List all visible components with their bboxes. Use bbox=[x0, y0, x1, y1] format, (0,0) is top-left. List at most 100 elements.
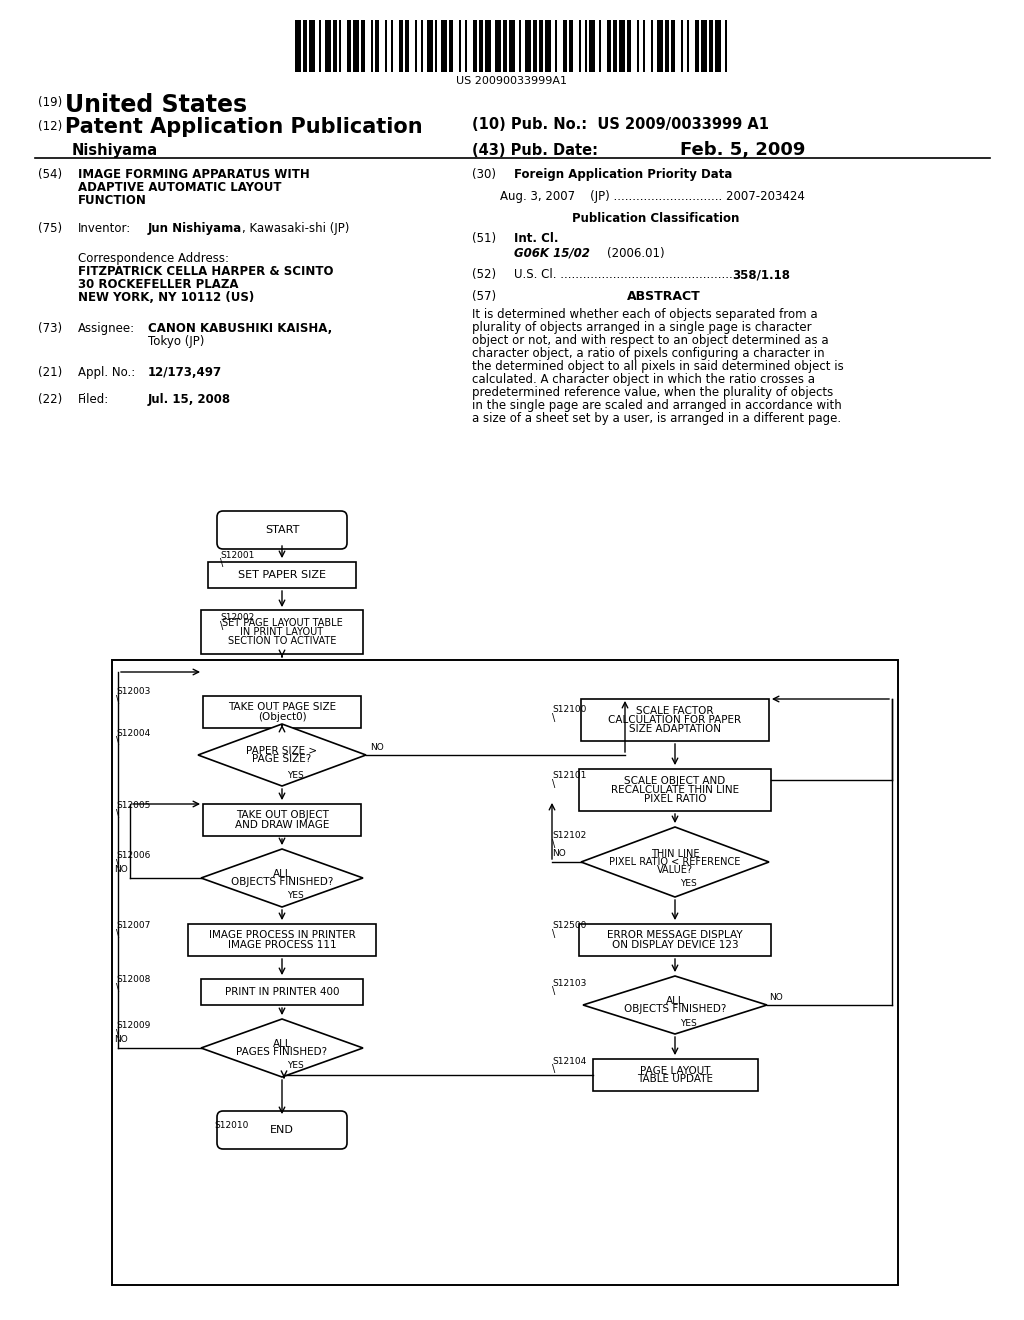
Text: FUNCTION: FUNCTION bbox=[78, 194, 146, 207]
Bar bbox=[391, 20, 393, 73]
Text: S12004: S12004 bbox=[116, 729, 151, 738]
Text: ERROR MESSAGE DISPLAY: ERROR MESSAGE DISPLAY bbox=[607, 931, 742, 940]
Bar bbox=[525, 20, 531, 73]
Text: Jun Nishiyama: Jun Nishiyama bbox=[148, 222, 243, 235]
Bar bbox=[201, 610, 362, 653]
Text: (Object0): (Object0) bbox=[258, 711, 306, 722]
Bar bbox=[665, 20, 669, 73]
Bar bbox=[319, 20, 321, 73]
Bar bbox=[435, 20, 437, 73]
Bar bbox=[643, 20, 645, 73]
Bar bbox=[406, 20, 409, 73]
Text: ALL: ALL bbox=[666, 995, 684, 1006]
Text: \: \ bbox=[552, 713, 555, 723]
Text: AND DRAW IMAGE: AND DRAW IMAGE bbox=[234, 820, 329, 829]
Text: 12/173,497: 12/173,497 bbox=[148, 366, 222, 379]
Text: (12): (12) bbox=[38, 120, 62, 133]
Text: (30): (30) bbox=[472, 168, 496, 181]
Text: S12001: S12001 bbox=[220, 550, 254, 560]
Text: (51): (51) bbox=[472, 232, 496, 246]
Bar bbox=[555, 20, 557, 73]
Bar bbox=[503, 20, 507, 73]
Bar bbox=[585, 20, 587, 73]
Bar bbox=[581, 700, 769, 741]
Text: NO: NO bbox=[370, 742, 384, 751]
Bar bbox=[441, 20, 447, 73]
Polygon shape bbox=[198, 723, 366, 785]
Bar bbox=[375, 20, 379, 73]
Text: OBJECTS FINISHED?: OBJECTS FINISHED? bbox=[624, 1005, 726, 1014]
Text: YES: YES bbox=[287, 891, 304, 900]
Text: SIZE ADAPTATION: SIZE ADAPTATION bbox=[629, 723, 721, 734]
Bar bbox=[295, 20, 301, 73]
Text: predetermined reference value, when the plurality of objects: predetermined reference value, when the … bbox=[472, 385, 834, 399]
Text: IMAGE PROCESS 111: IMAGE PROCESS 111 bbox=[227, 940, 336, 949]
Text: S12005: S12005 bbox=[116, 801, 151, 810]
Text: ON DISPLAY DEVICE 123: ON DISPLAY DEVICE 123 bbox=[611, 940, 738, 949]
Text: character object, a ratio of pixels configuring a character in: character object, a ratio of pixels conf… bbox=[472, 347, 824, 360]
Text: Int. Cl.: Int. Cl. bbox=[514, 232, 558, 246]
Text: NO: NO bbox=[114, 1035, 128, 1044]
Text: Aug. 3, 2007    (JP) ............................. 2007-203424: Aug. 3, 2007 (JP) ......................… bbox=[500, 190, 805, 203]
Bar bbox=[495, 20, 501, 73]
Bar bbox=[188, 924, 376, 956]
Text: Appl. No.:: Appl. No.: bbox=[78, 366, 135, 379]
Text: (22): (22) bbox=[38, 393, 62, 407]
Bar bbox=[579, 924, 771, 956]
Text: SET PAGE LAYOUT TABLE: SET PAGE LAYOUT TABLE bbox=[221, 619, 342, 628]
Bar bbox=[112, 660, 898, 1284]
Text: Tokyo (JP): Tokyo (JP) bbox=[148, 335, 205, 348]
Bar bbox=[347, 20, 351, 73]
Text: 358/1.18: 358/1.18 bbox=[732, 268, 790, 281]
Bar bbox=[519, 20, 521, 73]
Bar bbox=[681, 20, 683, 73]
Text: PIXEL RATIO: PIXEL RATIO bbox=[644, 795, 707, 804]
Bar bbox=[309, 20, 315, 73]
Text: ALL: ALL bbox=[272, 869, 291, 879]
Bar bbox=[695, 20, 699, 73]
Text: It is determined whether each of objects separated from a: It is determined whether each of objects… bbox=[472, 308, 817, 321]
Text: plurality of objects arranged in a single page is character: plurality of objects arranged in a singl… bbox=[472, 321, 812, 334]
Bar bbox=[399, 20, 403, 73]
Bar bbox=[371, 20, 373, 73]
Text: (57): (57) bbox=[472, 290, 496, 304]
Text: (75): (75) bbox=[38, 222, 62, 235]
Text: (21): (21) bbox=[38, 366, 62, 379]
Text: US 20090033999A1: US 20090033999A1 bbox=[457, 77, 567, 86]
Text: S12008: S12008 bbox=[116, 975, 151, 985]
Bar bbox=[385, 20, 387, 73]
Text: SCALE OBJECT AND: SCALE OBJECT AND bbox=[625, 776, 726, 785]
Text: \: \ bbox=[116, 929, 119, 939]
Bar bbox=[479, 20, 483, 73]
Text: S12101: S12101 bbox=[552, 771, 587, 780]
Text: ABSTRACT: ABSTRACT bbox=[627, 290, 700, 304]
FancyBboxPatch shape bbox=[217, 1111, 347, 1148]
Text: NO: NO bbox=[114, 866, 128, 874]
Text: PRINT IN PRINTER 400: PRINT IN PRINTER 400 bbox=[224, 987, 339, 997]
Bar bbox=[203, 696, 361, 729]
Bar bbox=[618, 20, 625, 73]
Text: \: \ bbox=[552, 840, 555, 849]
Bar bbox=[569, 20, 573, 73]
Text: RECALCULATE THIN LINE: RECALCULATE THIN LINE bbox=[611, 785, 739, 795]
Text: ADAPTIVE AUTOMATIC LAYOUT: ADAPTIVE AUTOMATIC LAYOUT bbox=[78, 181, 282, 194]
Bar bbox=[203, 804, 361, 836]
Bar bbox=[579, 770, 771, 810]
Text: SCALE FACTOR: SCALE FACTOR bbox=[636, 706, 714, 715]
Bar bbox=[303, 20, 307, 73]
Bar bbox=[427, 20, 433, 73]
Text: \: \ bbox=[552, 779, 555, 789]
Text: S12102: S12102 bbox=[552, 832, 587, 841]
Text: Publication Classification: Publication Classification bbox=[572, 213, 739, 224]
Bar bbox=[421, 20, 423, 73]
Text: (43) Pub. Date:: (43) Pub. Date: bbox=[472, 143, 598, 158]
Text: YES: YES bbox=[680, 879, 696, 888]
Text: SET PAPER SIZE: SET PAPER SIZE bbox=[238, 570, 326, 579]
Polygon shape bbox=[581, 828, 769, 898]
Bar bbox=[361, 20, 365, 73]
Text: (73): (73) bbox=[38, 322, 62, 335]
Text: \: \ bbox=[116, 809, 119, 818]
FancyBboxPatch shape bbox=[217, 511, 347, 549]
Text: S12010: S12010 bbox=[214, 1122, 249, 1130]
Text: 30 ROCKEFELLER PLAZA: 30 ROCKEFELLER PLAZA bbox=[78, 279, 239, 290]
